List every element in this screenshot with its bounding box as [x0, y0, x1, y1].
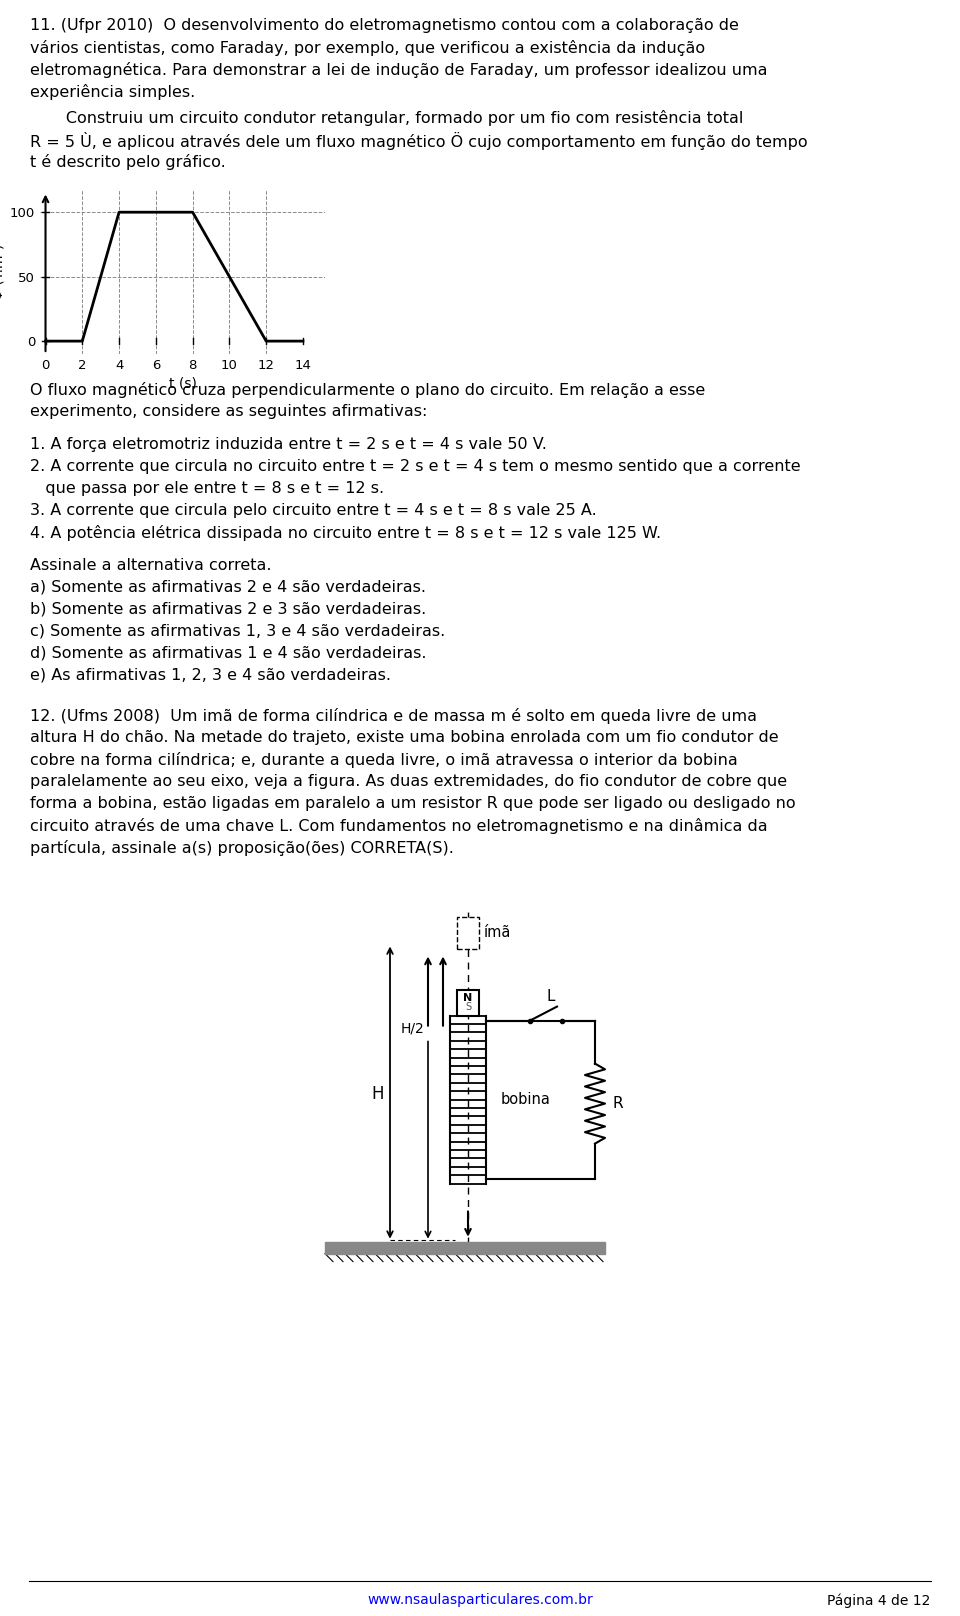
Y-axis label: Φ (T.m²): Φ (T.m²) — [0, 244, 6, 299]
X-axis label: t (s): t (s) — [169, 377, 197, 389]
Text: Página 4 de 12: Página 4 de 12 — [827, 1593, 930, 1608]
Text: www.nsaulasparticulares.com.br: www.nsaulasparticulares.com.br — [367, 1593, 593, 1606]
Text: c) Somente as afirmativas 1, 3 e 4 são verdadeiras.: c) Somente as afirmativas 1, 3 e 4 são v… — [30, 624, 445, 638]
Text: N: N — [464, 992, 472, 1004]
Text: bobina: bobina — [501, 1092, 551, 1107]
Text: experimento, considere as seguintes afirmativas:: experimento, considere as seguintes afir… — [30, 404, 427, 419]
Text: vários cientistas, como Faraday, por exemplo, que verificou a existência da indu: vários cientistas, como Faraday, por exe… — [30, 40, 706, 57]
Text: 1. A força eletromotriz induzida entre t = 2 s e t = 4 s vale 50 V.: 1. A força eletromotriz induzida entre t… — [30, 436, 547, 452]
Text: partícula, assinale a(s) proposição(ões) CORRETA(S).: partícula, assinale a(s) proposição(ões)… — [30, 840, 454, 855]
Text: Construiu um circuito condutor retangular, formado por um fio com resistência to: Construiu um circuito condutor retangula… — [30, 110, 743, 126]
Text: paralelamente ao seu eixo, veja a figura. As duas extremidades, do fio condutor : paralelamente ao seu eixo, veja a figura… — [30, 774, 787, 789]
Text: 3. A corrente que circula pelo circuito entre t = 4 s e t = 8 s vale 25 A.: 3. A corrente que circula pelo circuito … — [30, 503, 597, 519]
Text: altura H do chão. Na metade do trajeto, existe uma bobina enrolada com um fio co: altura H do chão. Na metade do trajeto, … — [30, 729, 779, 745]
Text: S: S — [465, 1002, 471, 1012]
Text: circuito através de uma chave L. Com fundamentos no eletromagnetismo e na dinâmi: circuito através de uma chave L. Com fun… — [30, 818, 768, 834]
Text: t é descrito pelo gráfico.: t é descrito pelo gráfico. — [30, 154, 226, 170]
Text: 4. A potência elétrica dissipada no circuito entre t = 8 s e t = 12 s vale 125 W: 4. A potência elétrica dissipada no circ… — [30, 525, 661, 541]
Text: 11. (Ufpr 2010)  O desenvolvimento do eletromagnetismo contou com a colaboração : 11. (Ufpr 2010) O desenvolvimento do ele… — [30, 18, 739, 32]
Text: H: H — [372, 1084, 384, 1102]
Text: 2. A corrente que circula no circuito entre t = 2 s e t = 4 s tem o mesmo sentid: 2. A corrente que circula no circuito en… — [30, 459, 801, 473]
Text: R = 5 Ù, e aplicou através dele um fluxo magnético Ö cujo comportamento em funçã: R = 5 Ù, e aplicou através dele um fluxo… — [30, 133, 807, 150]
Text: que passa por ele entre t = 8 s e t = 12 s.: que passa por ele entre t = 8 s e t = 12… — [30, 482, 384, 496]
Text: d) Somente as afirmativas 1 e 4 são verdadeiras.: d) Somente as afirmativas 1 e 4 são verd… — [30, 646, 426, 661]
Text: ímã: ímã — [484, 924, 512, 941]
Text: forma a bobina, estão ligadas em paralelo a um resistor R que pode ser ligado ou: forma a bobina, estão ligadas em paralel… — [30, 795, 796, 811]
Text: b) Somente as afirmativas 2 e 3 são verdadeiras.: b) Somente as afirmativas 2 e 3 são verd… — [30, 603, 426, 617]
Text: Assinale a alternativa correta.: Assinale a alternativa correta. — [30, 558, 272, 574]
Text: H/2: H/2 — [401, 1021, 425, 1036]
Text: L: L — [547, 989, 555, 1004]
Text: cobre na forma cilíndrica; e, durante a queda livre, o imã atravessa o interior : cobre na forma cilíndrica; e, durante a … — [30, 751, 737, 768]
Text: e) As afirmativas 1, 2, 3 e 4 são verdadeiras.: e) As afirmativas 1, 2, 3 e 4 são verdad… — [30, 667, 391, 684]
Text: experiência simples.: experiência simples. — [30, 84, 195, 100]
Bar — [457, 989, 479, 1015]
Text: 12. (Ufms 2008)  Um imã de forma cilíndrica e de massa m é solto em queda livre : 12. (Ufms 2008) Um imã de forma cilíndri… — [30, 708, 757, 724]
Text: R: R — [613, 1096, 624, 1112]
Text: a) Somente as afirmativas 2 e 4 são verdadeiras.: a) Somente as afirmativas 2 e 4 são verd… — [30, 580, 426, 595]
Text: eletromagnética. Para demonstrar a lei de indução de Faraday, um professor ideal: eletromagnética. Para demonstrar a lei d… — [30, 61, 767, 78]
Bar — [325, 1241, 605, 1254]
Bar — [457, 916, 479, 949]
Text: O fluxo magnético cruza perpendicularmente o plano do circuito. Em relação a ess: O fluxo magnético cruza perpendicularmen… — [30, 381, 706, 398]
